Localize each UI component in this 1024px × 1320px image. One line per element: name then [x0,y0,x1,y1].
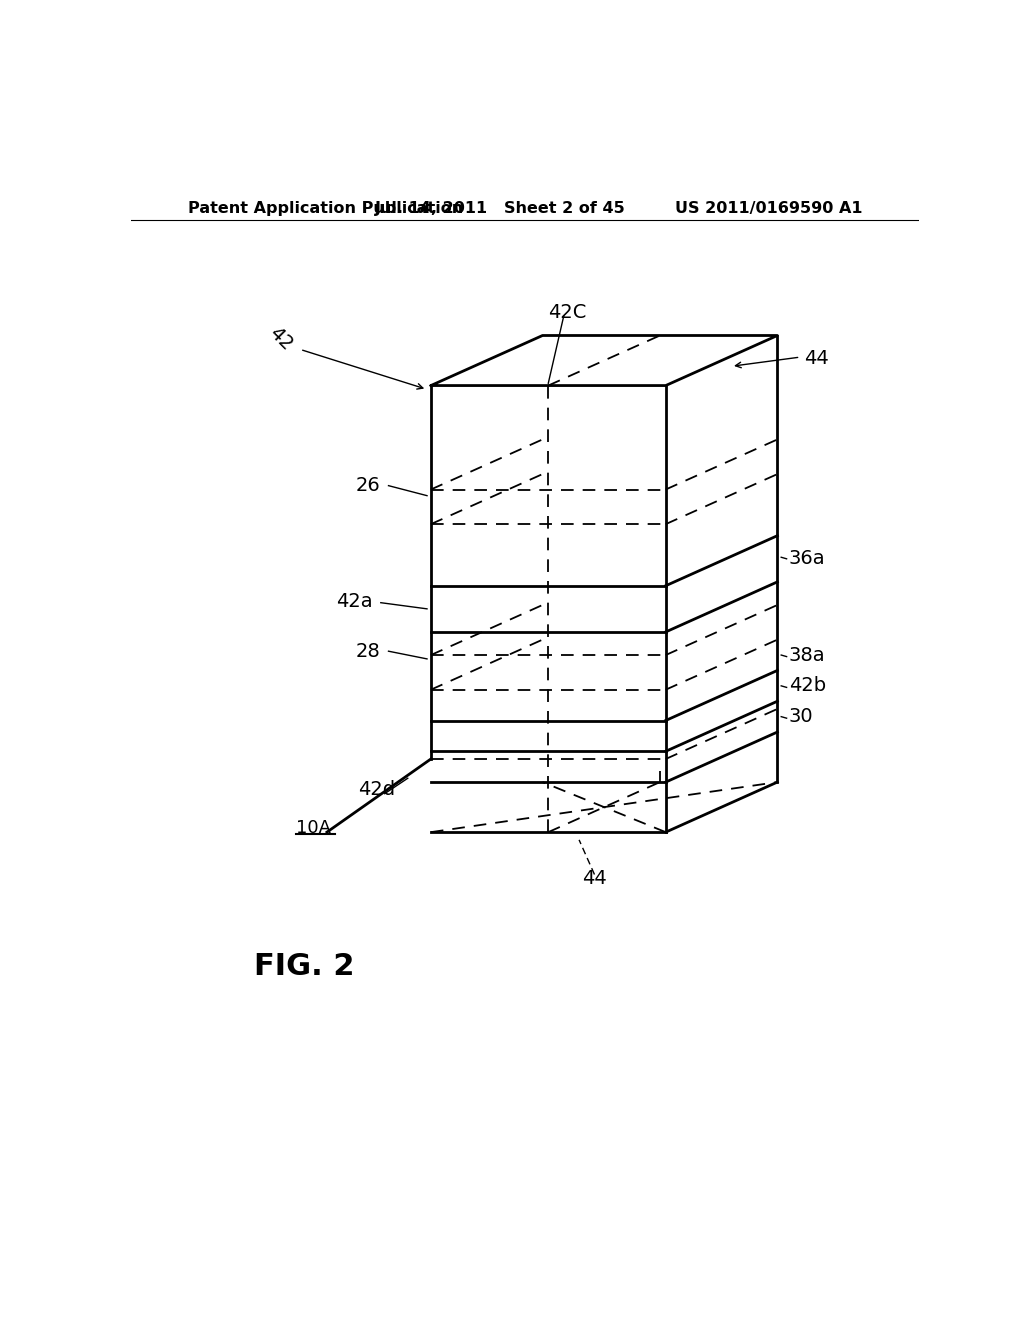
Text: 42d: 42d [357,780,395,800]
Text: 10A: 10A [296,820,331,837]
Text: 38a: 38a [788,645,825,664]
Text: 42a: 42a [337,591,373,611]
Text: Patent Application Publication: Patent Application Publication [188,201,464,216]
Text: 28: 28 [356,642,381,661]
Text: 30: 30 [788,708,813,726]
Text: 42b: 42b [788,676,826,696]
Text: 26: 26 [356,477,381,495]
Text: FIG. 2: FIG. 2 [254,953,354,981]
Text: 42C: 42C [548,302,587,322]
Text: 44: 44 [804,348,829,368]
Text: 36a: 36a [788,549,825,569]
Text: 44: 44 [582,869,607,888]
Text: 42: 42 [265,323,296,355]
Text: US 2011/0169590 A1: US 2011/0169590 A1 [675,201,862,216]
Text: Jul. 14, 2011   Sheet 2 of 45: Jul. 14, 2011 Sheet 2 of 45 [375,201,626,216]
